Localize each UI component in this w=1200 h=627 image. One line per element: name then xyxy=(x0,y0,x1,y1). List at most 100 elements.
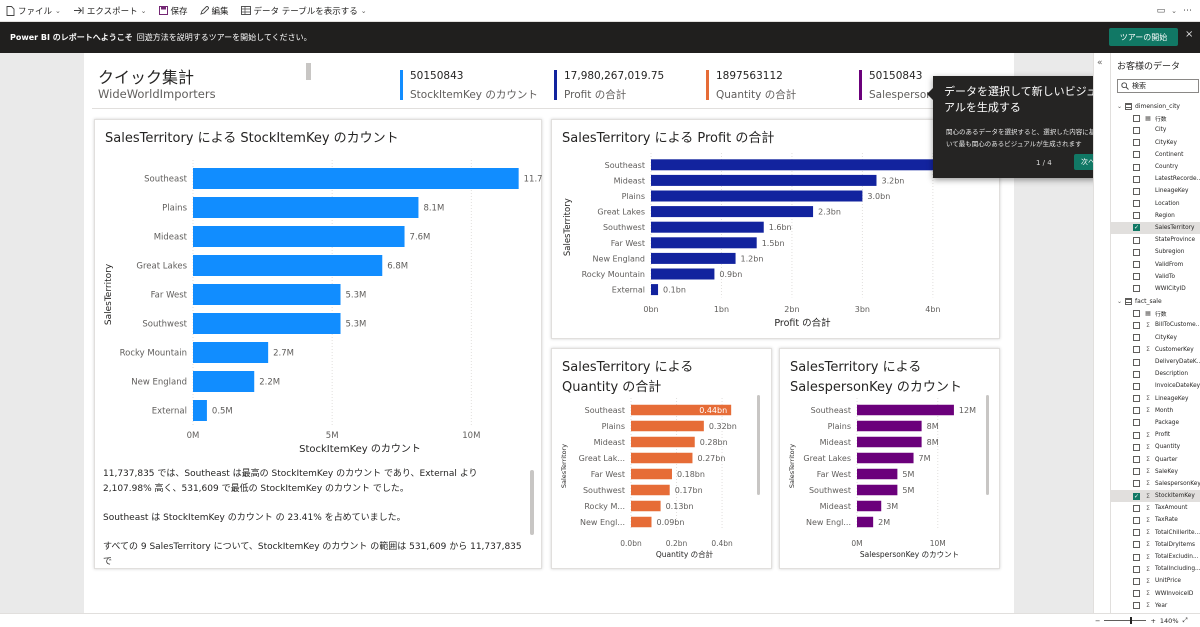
bar[interactable] xyxy=(631,404,732,416)
field-checkbox[interactable] xyxy=(1133,407,1140,415)
chart-card-stockitemkey[interactable]: SalesTerritory による StockItemKey のカウント 0M… xyxy=(94,119,543,569)
field-item[interactable]: Country xyxy=(1111,161,1200,173)
bar[interactable] xyxy=(651,284,659,296)
field-item[interactable]: Σ BillToCustome... xyxy=(1111,319,1200,331)
bar[interactable] xyxy=(651,159,947,171)
bar[interactable] xyxy=(631,500,661,512)
chart-scrollbar[interactable] xyxy=(986,395,989,495)
field-item[interactable]: Continent xyxy=(1111,149,1200,161)
field-item[interactable]: CityKey xyxy=(1111,332,1200,344)
field-checkbox[interactable] xyxy=(1133,321,1140,329)
field-item[interactable]: Σ TotalDryItems xyxy=(1111,539,1200,551)
bar-chart-salespersonkey[interactable]: 0M 10M Southeast 12M Plains 8M Mideast 8M Great … xyxy=(780,349,1001,570)
field-item[interactable]: StateProvince xyxy=(1111,234,1200,246)
field-checkbox[interactable] xyxy=(1133,443,1140,451)
chevron-down-icon[interactable]: ⌄ xyxy=(1171,7,1177,15)
field-checkbox[interactable] xyxy=(1133,248,1140,256)
zoom-in-button[interactable]: + xyxy=(1150,616,1156,625)
field-checkbox[interactable] xyxy=(1133,565,1140,573)
bar[interactable] xyxy=(651,190,863,202)
field-checkbox[interactable] xyxy=(1133,126,1140,134)
field-item[interactable]: Σ WWInvoiceID xyxy=(1111,588,1200,600)
narrative-scrollbar[interactable] xyxy=(530,470,534,535)
field-checkbox[interactable] xyxy=(1133,553,1140,561)
bar[interactable] xyxy=(651,268,715,280)
field-item[interactable]: ValidTo xyxy=(1111,271,1200,283)
bar[interactable] xyxy=(193,226,405,247)
collapse-pane-icon[interactable]: « xyxy=(1097,58,1103,68)
field-item[interactable]: DeliveryDateK... xyxy=(1111,356,1200,368)
zoom-slider-thumb[interactable] xyxy=(1130,617,1133,624)
field-checkbox[interactable] xyxy=(1133,468,1140,476)
field-item[interactable]: Subregion xyxy=(1111,246,1200,258)
field-checkbox[interactable] xyxy=(1133,516,1140,524)
bar[interactable] xyxy=(193,168,519,189)
field-item[interactable]: CityKey xyxy=(1111,137,1200,149)
bar[interactable] xyxy=(631,484,670,496)
bar-chart-stockitemkey[interactable]: 0M 5M 10M Southeast 11.7M Plains 8.1M Mideast 7.… xyxy=(95,120,543,460)
field-item[interactable]: Σ TotalChillerIte... xyxy=(1111,527,1200,539)
field-checkbox[interactable] xyxy=(1133,285,1140,293)
field-item[interactable]: Σ TotalIncluding... xyxy=(1111,563,1200,575)
field-item[interactable]: Location xyxy=(1111,198,1200,210)
field-checkbox[interactable]: ✓ xyxy=(1133,224,1140,232)
kpi-card-quantity[interactable]: 1897563112 Quantity の合計 xyxy=(706,70,796,101)
field-item[interactable]: Σ SalespersonKey xyxy=(1111,478,1200,490)
field-item[interactable]: Σ CustomerKey xyxy=(1111,344,1200,356)
bar[interactable] xyxy=(193,400,207,421)
show-data-table-menu[interactable]: データ テーブルを表示する ⌄ xyxy=(235,0,373,22)
more-options-icon[interactable]: ⋯ xyxy=(1183,6,1192,16)
field-item[interactable]: Σ SaleKey xyxy=(1111,466,1200,478)
bar[interactable] xyxy=(631,436,695,448)
field-checkbox[interactable] xyxy=(1133,370,1140,378)
field-checkbox[interactable]: ✓ xyxy=(1133,492,1140,500)
field-checkbox[interactable] xyxy=(1133,163,1140,171)
field-item[interactable]: ▦ 行数 xyxy=(1111,112,1200,124)
bar[interactable] xyxy=(651,221,764,233)
bar[interactable] xyxy=(631,516,652,528)
zoom-out-button[interactable]: − xyxy=(1095,616,1101,625)
bar[interactable] xyxy=(193,342,269,363)
export-menu[interactable]: エクスポート ⌄ xyxy=(67,0,153,22)
field-checkbox[interactable] xyxy=(1133,212,1140,220)
field-checkbox[interactable] xyxy=(1133,431,1140,439)
field-item[interactable]: ✓ SalesTerritory xyxy=(1111,221,1200,235)
chart-scrollbar[interactable] xyxy=(757,395,760,495)
field-checkbox[interactable] xyxy=(1133,358,1140,366)
bar[interactable] xyxy=(857,484,898,496)
field-item[interactable]: ✓ Σ StockItemKey xyxy=(1111,490,1200,503)
field-checkbox[interactable] xyxy=(1133,309,1140,317)
bar[interactable] xyxy=(857,436,922,448)
bar[interactable] xyxy=(631,468,672,480)
field-checkbox[interactable] xyxy=(1133,602,1140,610)
field-checkbox[interactable] xyxy=(1133,175,1140,183)
field-checkbox[interactable] xyxy=(1133,187,1140,195)
chevron-down-icon[interactable]: ⌄ xyxy=(1117,297,1123,305)
field-item[interactable]: Σ TaxAmount xyxy=(1111,502,1200,514)
view-icon[interactable]: ▭ xyxy=(1156,6,1166,16)
field-item[interactable]: Σ TotalExcludin... xyxy=(1111,551,1200,563)
bar[interactable] xyxy=(857,420,922,432)
bar[interactable] xyxy=(857,404,954,416)
bar[interactable] xyxy=(857,468,898,480)
table-node[interactable]: ⌄ dimension_city xyxy=(1111,100,1200,112)
field-checkbox[interactable] xyxy=(1133,261,1140,269)
field-checkbox[interactable] xyxy=(1133,273,1140,281)
field-checkbox[interactable] xyxy=(1133,334,1140,342)
field-checkbox[interactable] xyxy=(1133,236,1140,244)
field-checkbox[interactable] xyxy=(1133,419,1140,427)
bar[interactable] xyxy=(651,206,814,218)
start-tour-button[interactable]: ツアーの開始 xyxy=(1109,28,1178,46)
bar[interactable] xyxy=(857,516,874,528)
field-checkbox[interactable] xyxy=(1133,395,1140,403)
field-item[interactable]: WWICityID xyxy=(1111,283,1200,295)
field-checkbox[interactable] xyxy=(1133,504,1140,512)
field-search-input[interactable]: 検索 xyxy=(1117,79,1199,93)
field-item[interactable]: Σ TaxRate xyxy=(1111,514,1200,526)
field-checkbox[interactable] xyxy=(1133,382,1140,390)
bar[interactable] xyxy=(857,452,914,464)
field-checkbox[interactable] xyxy=(1133,200,1140,208)
bar[interactable] xyxy=(193,284,341,305)
fit-page-icon[interactable]: ⤢ xyxy=(1182,616,1188,624)
field-item[interactable]: Description xyxy=(1111,368,1200,380)
